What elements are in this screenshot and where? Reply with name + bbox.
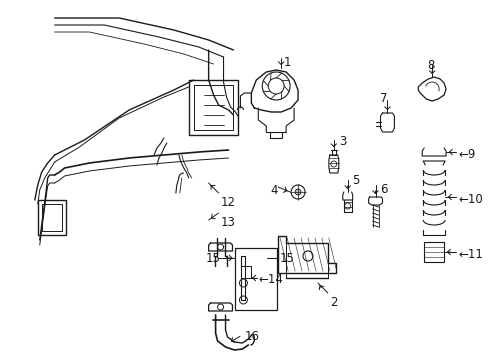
Text: 5: 5 [351,174,358,187]
Text: 4: 4 [270,184,277,197]
Bar [38,200,65,235]
Text: 7: 7 [379,92,386,105]
Bar [235,248,277,310]
Text: ←9: ←9 [457,148,474,161]
Text: 8: 8 [427,59,434,72]
Bar [41,204,61,231]
Circle shape [294,189,301,195]
Text: 15: 15 [205,252,220,265]
Text: 6: 6 [380,183,387,196]
Text: 16: 16 [244,330,259,343]
Text: 1: 1 [284,56,291,69]
Text: ←14: ←14 [258,273,283,286]
Text: ←10: ←10 [457,193,482,206]
Text: ←11: ←11 [457,248,482,261]
Text: 3: 3 [338,135,346,148]
Text: 15: 15 [280,252,294,265]
Text: 13: 13 [220,216,235,229]
Text: 12: 12 [220,196,235,209]
Text: 2: 2 [329,296,337,309]
